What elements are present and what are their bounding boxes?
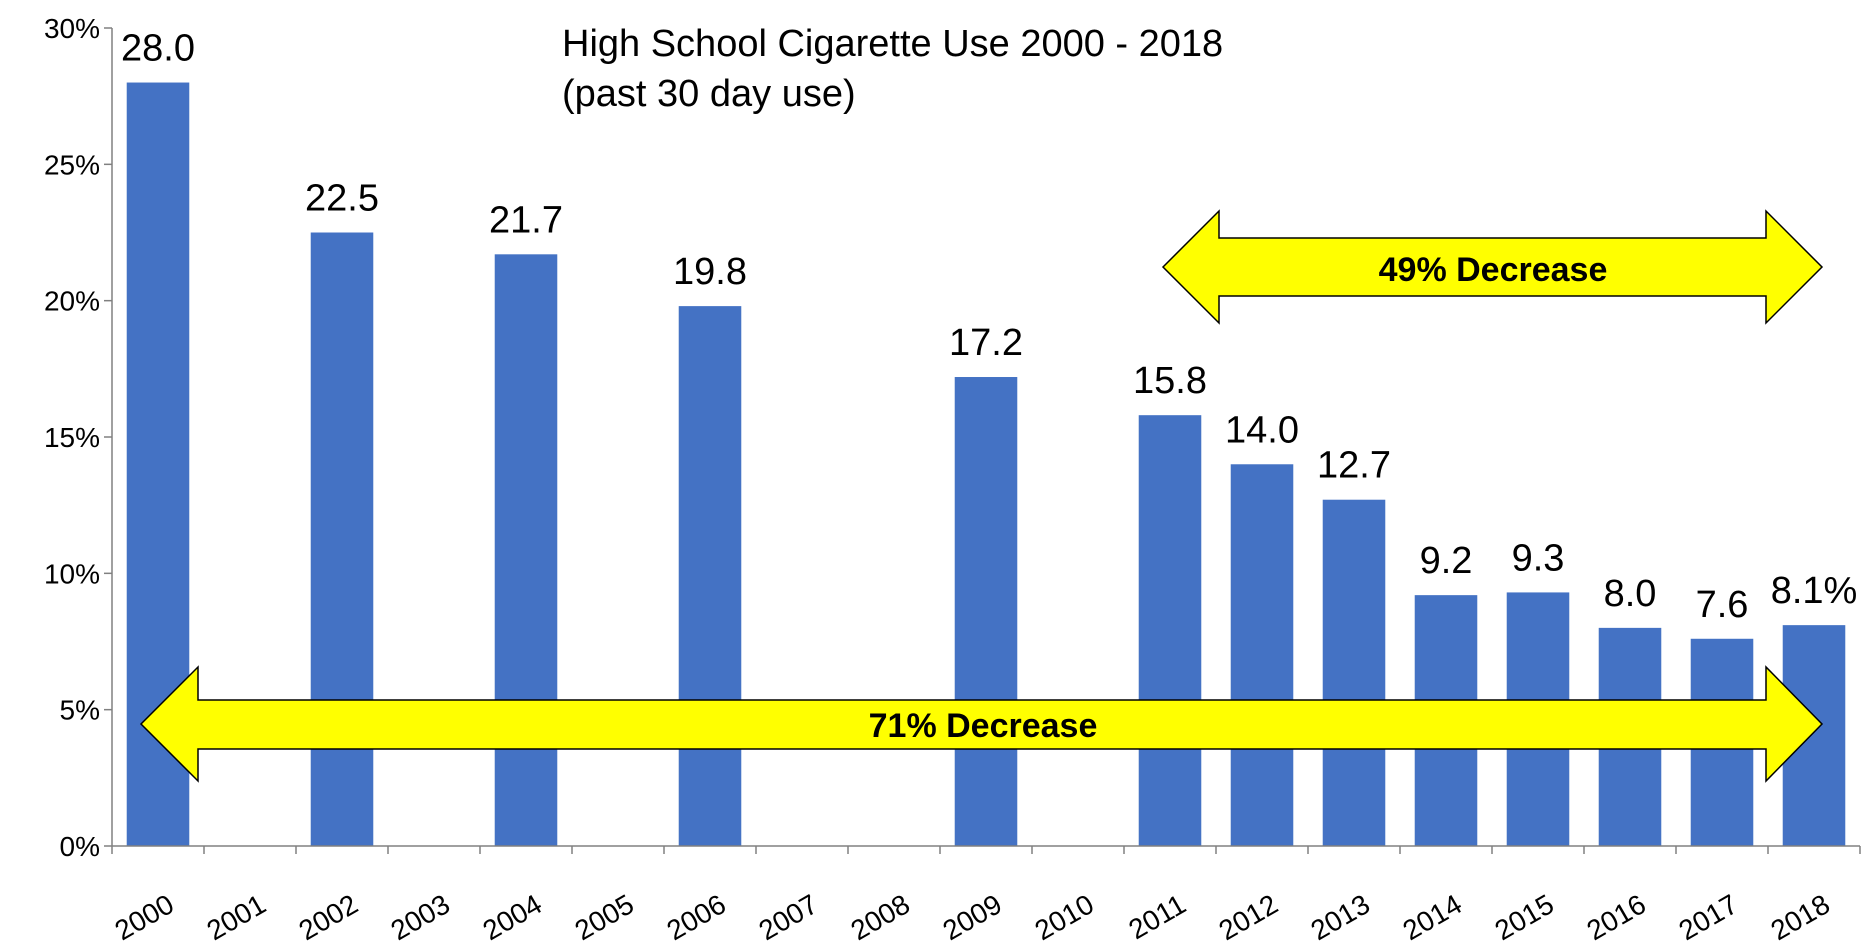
decrease-arrow-49-label: 49% Decrease (1379, 251, 1608, 289)
data-label-2004: 21.7 (489, 199, 563, 241)
x-tick-label: 2000 (110, 888, 179, 946)
x-tick-label: 2006 (662, 888, 731, 946)
x-tick-label: 2013 (1306, 888, 1375, 946)
y-tick-label: 5% (60, 695, 100, 726)
data-label-2017: 7.6 (1696, 584, 1749, 626)
data-label-2006: 19.8 (673, 251, 747, 293)
chart-subtitle: (past 30 day use) (562, 73, 856, 115)
chart-title: High School Cigarette Use 2000 - 2018 (562, 23, 1223, 65)
x-tick-label: 2018 (1766, 888, 1835, 946)
x-tick-label: 2003 (386, 888, 455, 946)
data-labels: 28.0 22.5 21.7 19.8 17.2 15.8 14.0 12.7 9.2 9.3 8.… (121, 28, 1857, 626)
x-tick-label: 2017 (1674, 888, 1743, 946)
data-label-2018: 8.1% (1771, 570, 1858, 612)
bar-2012 (1230, 464, 1294, 846)
bar-2006 (678, 306, 742, 846)
bar-2002 (310, 232, 374, 846)
x-tick-label: 2007 (754, 888, 823, 946)
bar-2009 (954, 377, 1018, 846)
data-label-2009: 17.2 (949, 322, 1023, 364)
y-tick-label: 25% (44, 149, 100, 180)
x-tick-label: 2015 (1490, 888, 1559, 946)
x-axis: 2000 2001 2002 2003 2004 2005 2006 2007 2008 2009… (110, 845, 1861, 946)
y-tick-label: 0% (60, 831, 100, 862)
data-label-2012: 14.0 (1225, 409, 1299, 451)
data-label-2016: 8.0 (1604, 573, 1657, 615)
x-tick-label: 2014 (1398, 888, 1467, 946)
x-tick-label: 2016 (1582, 888, 1651, 946)
x-tick-label: 2008 (846, 888, 915, 946)
y-tick-label: 15% (44, 422, 100, 453)
bar-2013 (1322, 499, 1386, 846)
x-tick-label: 2011 (1123, 888, 1191, 945)
y-tick-label: 10% (44, 558, 100, 589)
bar-2011 (1138, 415, 1202, 846)
x-tick-label: 2009 (938, 888, 1007, 946)
decrease-arrow-49: 49% Decrease (1161, 209, 1824, 325)
decrease-arrow-49-shape (1161, 209, 1824, 325)
y-axis: 0% 5% 10% 15% 20% 25% 30% (44, 13, 113, 862)
data-label-2014: 9.2 (1420, 540, 1473, 582)
data-label-2015: 9.3 (1512, 537, 1565, 579)
x-tick-label: 2012 (1214, 888, 1283, 946)
data-label-2000: 28.0 (121, 28, 195, 70)
x-tick-label: 2005 (570, 888, 639, 946)
decrease-arrow-71: 71% Decrease (139, 665, 1824, 783)
data-label-2002: 22.5 (305, 178, 379, 220)
data-label-2011: 15.8 (1133, 360, 1207, 402)
x-tick-label: 2002 (294, 888, 363, 946)
x-tick-label: 2004 (478, 888, 547, 946)
x-tick-label: 2001 (202, 888, 271, 946)
decrease-arrow-71-label: 71% Decrease (869, 707, 1098, 745)
data-label-2013: 12.7 (1317, 445, 1391, 487)
y-tick-label: 20% (44, 286, 100, 317)
y-tick-label: 30% (44, 13, 100, 44)
decrease-arrow-71-shape (139, 665, 1824, 783)
x-tick-label: 2010 (1030, 888, 1099, 946)
bar-2004 (494, 254, 558, 846)
